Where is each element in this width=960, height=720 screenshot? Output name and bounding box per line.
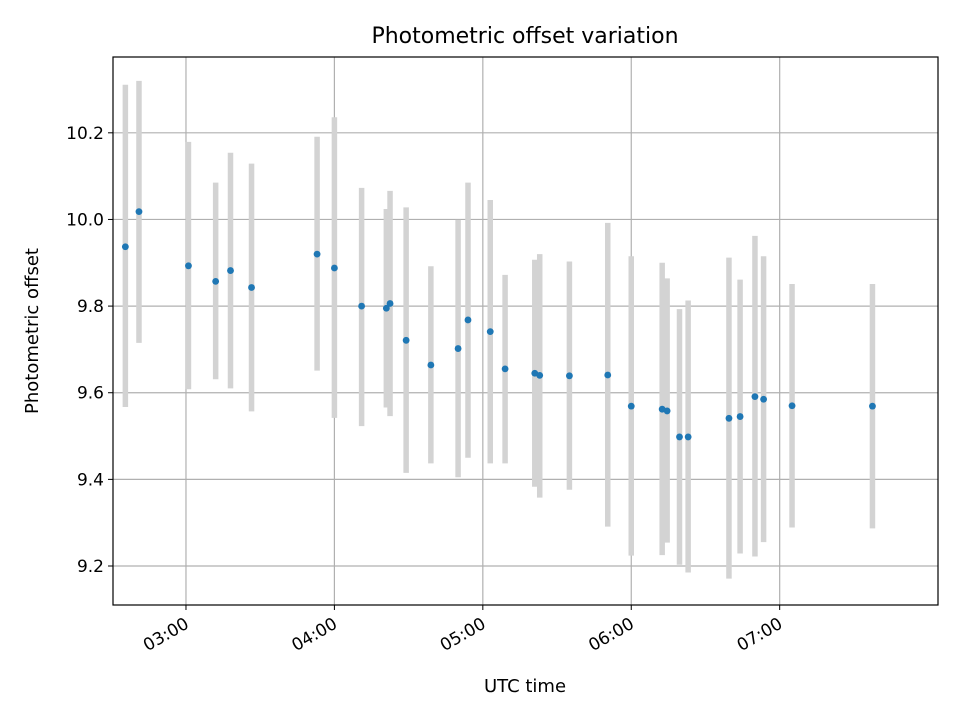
y-tick-label: 9.6 [77, 384, 104, 404]
data-point [227, 267, 234, 274]
data-point [501, 365, 509, 373]
data-point [427, 361, 435, 369]
data-point [313, 250, 321, 258]
data-point [331, 264, 338, 272]
y-tick-label: 10.2 [66, 124, 104, 144]
y-tick-label: 10.0 [66, 210, 104, 230]
data-point [382, 304, 390, 312]
data-point [725, 414, 733, 422]
y-tick-label: 9.4 [77, 470, 104, 490]
y-tick-label: 9.2 [77, 557, 104, 577]
data-point [486, 328, 494, 336]
y-axis-label: Photometric offset [22, 248, 43, 414]
data-point [386, 300, 394, 307]
data-point [751, 393, 759, 401]
data-point [402, 336, 410, 344]
data-point [212, 277, 220, 285]
axes-frame [112, 56, 939, 606]
data-point [248, 284, 255, 291]
data-point [358, 302, 366, 310]
y-tick-label: 9.8 [77, 297, 104, 317]
data-point [788, 402, 796, 410]
chart-title: Photometric offset variation [371, 24, 678, 49]
y-axis-ticks: 9.2 9.4 9.6 9.8 10.0 10.2 [66, 124, 113, 577]
data-point [566, 372, 573, 380]
data-point [760, 395, 767, 403]
data-point [684, 433, 692, 441]
data-points [121, 208, 876, 441]
data-point [604, 371, 612, 379]
data-point [135, 208, 143, 216]
data-point [454, 345, 462, 352]
data-point [627, 402, 635, 410]
x-axis-label: UTC time [484, 676, 566, 697]
plot-area [113, 57, 938, 605]
data-point [663, 407, 671, 415]
data-point [736, 413, 744, 420]
data-point [185, 262, 192, 270]
data-point [536, 372, 544, 379]
data-point [869, 402, 876, 410]
data-point [676, 433, 683, 441]
data-point [121, 243, 129, 251]
data-point [464, 316, 472, 324]
